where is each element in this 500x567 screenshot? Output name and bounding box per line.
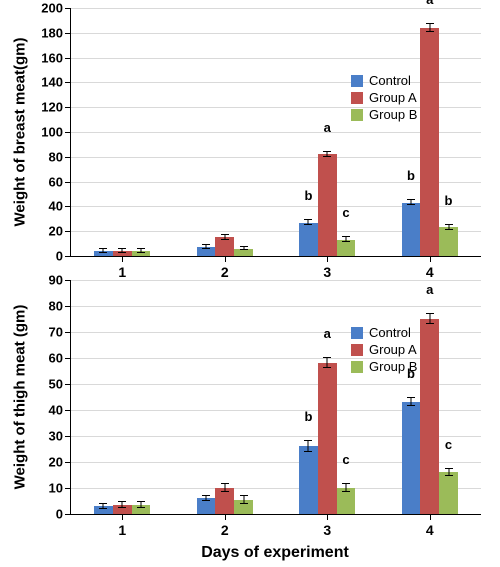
bar-control: [299, 446, 318, 514]
y-tick-label: 20: [49, 224, 71, 239]
legend-label: Group A: [369, 90, 417, 105]
y-tick-label: 40: [49, 403, 71, 418]
bar-control: [402, 402, 421, 514]
figure: 020406080100120140160180200123bac4babCon…: [0, 0, 500, 567]
y-tick-label: 80: [49, 299, 71, 314]
bar-control: [299, 223, 318, 256]
y-tick-label: 120: [41, 100, 71, 115]
x-tick-label: 4: [426, 256, 434, 280]
y-tick-label: 60: [49, 174, 71, 189]
bar-annotation: b: [304, 188, 312, 203]
y-tick-label: 140: [41, 75, 71, 90]
y-tick-label: 160: [41, 50, 71, 65]
bar-groupB: [234, 249, 253, 256]
y-tick-label: 80: [49, 149, 71, 164]
bar-annotation: c: [342, 452, 349, 467]
legend-label: Group A: [369, 342, 417, 357]
y-tick-label: 20: [49, 455, 71, 470]
y-tick-label: 200: [41, 1, 71, 16]
x-tick-label: 4: [426, 514, 434, 538]
legend-label: Control: [369, 73, 411, 88]
y-tick-label: 30: [49, 429, 71, 444]
bar-groupB: [439, 227, 458, 256]
bar-annotation: b: [407, 168, 415, 183]
y-tick-label: 50: [49, 377, 71, 392]
bar-annotation: a: [426, 282, 433, 297]
bar-groupA: [318, 363, 337, 514]
x-tick-label: 1: [118, 256, 126, 280]
y-tick-label: 10: [49, 481, 71, 496]
y-tick-label: 60: [49, 351, 71, 366]
legend-swatch-groupB: [351, 361, 363, 373]
bar-control: [197, 498, 216, 514]
y-tick-label: 100: [41, 125, 71, 140]
legend-swatch-control: [351, 75, 363, 87]
bar-control: [94, 251, 113, 256]
chart-area-top: 020406080100120140160180200123bac4babCon…: [70, 8, 481, 257]
legend-label: Group B: [369, 359, 417, 374]
bar-groupA: [420, 319, 439, 514]
legend-swatch-groupA: [351, 92, 363, 104]
x-tick-label: 2: [221, 256, 229, 280]
y-tick-label: 40: [49, 199, 71, 214]
bar-groupA: [113, 505, 132, 514]
y-axis-title: Weight of breast meat(gm): [12, 38, 29, 227]
x-tick-label: 2: [221, 514, 229, 538]
legend-swatch-groupA: [351, 344, 363, 356]
x-tick-label: 3: [323, 256, 331, 280]
legend-label: Group B: [369, 107, 417, 122]
bar-control: [94, 506, 113, 514]
bar-groupB: [337, 488, 356, 514]
bar-annotation: a: [324, 326, 331, 341]
x-tick-label: 3: [323, 514, 331, 538]
bar-groupA: [420, 28, 439, 256]
bar-groupA: [215, 237, 234, 256]
bar-groupB: [439, 472, 458, 514]
y-tick-label: 90: [49, 273, 71, 288]
legend: Control Group A Group B: [351, 73, 417, 124]
bar-control: [402, 203, 421, 256]
bar-groupA: [215, 488, 234, 514]
legend-swatch-groupB: [351, 109, 363, 121]
legend: Control Group A Group B: [351, 325, 417, 376]
bar-annotation: a: [324, 120, 331, 135]
y-tick-label: 0: [56, 249, 71, 264]
legend-label: Control: [369, 325, 411, 340]
bar-annotation: a: [426, 0, 433, 7]
bar-groupA: [113, 251, 132, 256]
bar-annotation: c: [342, 205, 349, 220]
bar-groupA: [318, 154, 337, 256]
x-axis-title: Days of experiment: [201, 544, 349, 562]
y-tick-label: 70: [49, 325, 71, 340]
legend-swatch-control: [351, 327, 363, 339]
bar-annotation: b: [445, 193, 453, 208]
bar-groupB: [337, 240, 356, 256]
bar-annotation: c: [445, 437, 452, 452]
y-tick-label: 0: [56, 507, 71, 522]
chart-area-bottom: 0102030405060708090123bac4bacControlGrou…: [70, 280, 481, 515]
bar-groupB: [132, 505, 151, 514]
y-tick-label: 180: [41, 25, 71, 40]
x-tick-label: 1: [118, 514, 126, 538]
bar-groupB: [132, 251, 151, 256]
y-axis-title: Weight of thigh meat (gm): [12, 305, 29, 490]
bar-control: [197, 247, 216, 256]
bar-groupB: [234, 500, 253, 514]
bar-annotation: b: [304, 409, 312, 424]
